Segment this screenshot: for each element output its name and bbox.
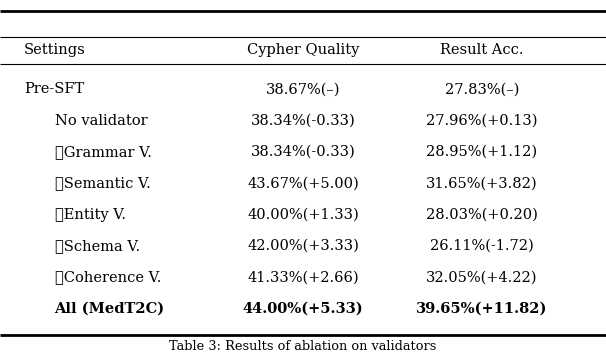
Text: 27.96%(+0.13): 27.96%(+0.13) <box>426 114 538 127</box>
Text: Pre-SFT: Pre-SFT <box>24 82 84 96</box>
Text: ✓Semantic V.: ✓Semantic V. <box>55 176 150 190</box>
Text: Cypher Quality: Cypher Quality <box>247 44 359 57</box>
Text: All (MedT2C): All (MedT2C) <box>55 302 165 315</box>
Text: 32.05%(+4.22): 32.05%(+4.22) <box>426 270 538 284</box>
Text: ✓Schema V.: ✓Schema V. <box>55 239 139 253</box>
Text: 44.00%(+5.33): 44.00%(+5.33) <box>242 302 364 315</box>
Text: 42.00%(+3.33): 42.00%(+3.33) <box>247 239 359 253</box>
Text: 31.65%(+3.82): 31.65%(+3.82) <box>426 176 538 190</box>
Text: 39.65%(+11.82): 39.65%(+11.82) <box>416 302 547 315</box>
Text: 41.33%(+2.66): 41.33%(+2.66) <box>247 270 359 284</box>
Text: 28.95%(+1.12): 28.95%(+1.12) <box>426 145 538 159</box>
Text: Table 3: Results of ablation on validators: Table 3: Results of ablation on validato… <box>169 340 437 353</box>
Text: 26.11%(-1.72): 26.11%(-1.72) <box>430 239 534 253</box>
Text: 38.34%(-0.33): 38.34%(-0.33) <box>251 145 355 159</box>
Text: 27.83%(–): 27.83%(–) <box>445 82 519 96</box>
Text: 43.67%(+5.00): 43.67%(+5.00) <box>247 176 359 190</box>
Text: Result Acc.: Result Acc. <box>440 44 524 57</box>
Text: Settings: Settings <box>24 44 86 57</box>
Text: 40.00%(+1.33): 40.00%(+1.33) <box>247 207 359 222</box>
Text: No validator: No validator <box>55 114 147 127</box>
Text: 38.34%(-0.33): 38.34%(-0.33) <box>251 114 355 127</box>
Text: 38.67%(–): 38.67%(–) <box>266 82 340 96</box>
Text: 28.03%(+0.20): 28.03%(+0.20) <box>426 207 538 222</box>
Text: ✓Entity V.: ✓Entity V. <box>55 207 125 222</box>
Text: ✓Grammar V.: ✓Grammar V. <box>55 145 152 159</box>
Text: ✓Coherence V.: ✓Coherence V. <box>55 270 161 284</box>
